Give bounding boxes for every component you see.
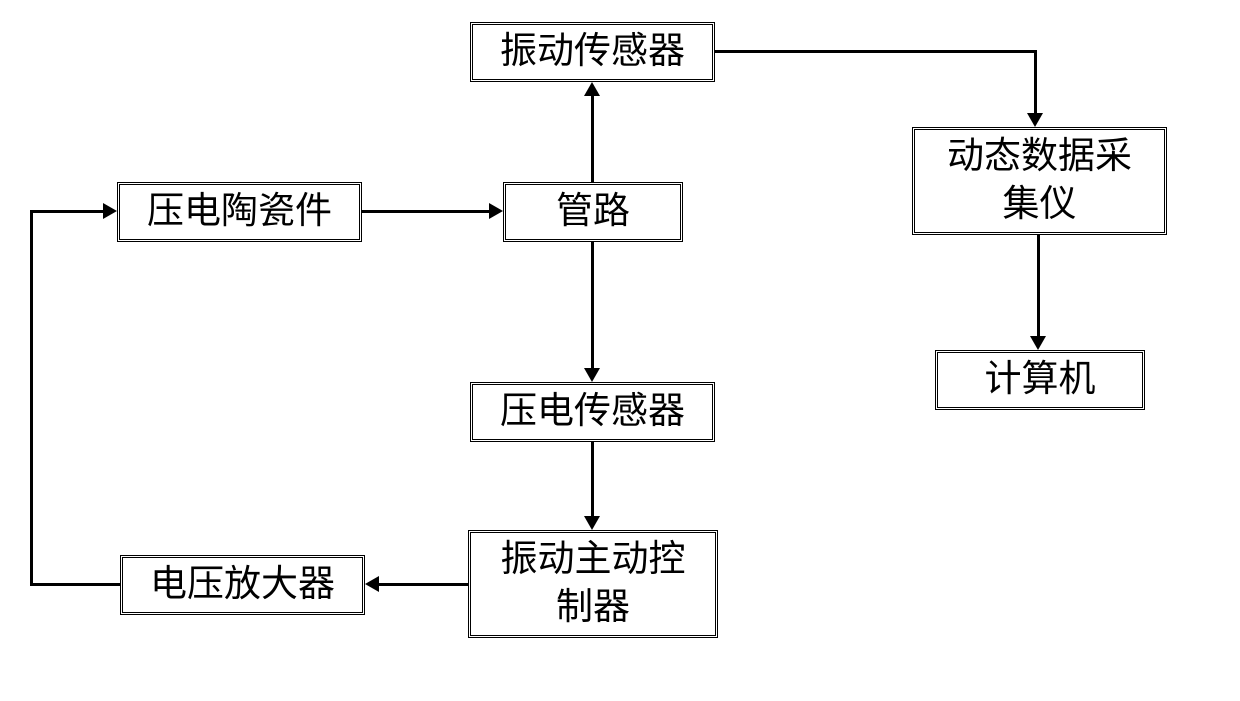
node-label: 压电陶瓷件 [147,188,332,236]
arrow-pipeline-to-piezo-sensor [591,242,594,368]
arrow-controller-to-amplifier [379,583,468,586]
arrow-amplifier-to-ceramic-v [30,210,33,586]
arrow-vibration-sensor-to-daq-h [715,50,1037,53]
arrow-amplifier-to-ceramic-h1 [30,583,120,586]
vibration-controller-node: 振动主动控 制器 [468,530,718,638]
arrow-head-icon [1027,113,1043,127]
arrow-head-icon [1030,336,1046,350]
arrow-head-icon [584,368,600,382]
piezo-sensor-node: 压电传感器 [470,382,715,442]
piezo-ceramic-node: 压电陶瓷件 [117,182,362,242]
arrow-head-icon [584,82,600,96]
arrow-head-icon [365,576,379,592]
node-label: 计算机 [985,356,1096,404]
node-label: 管路 [556,188,630,236]
arrow-vibration-sensor-to-daq-v [1034,50,1037,113]
arrow-piezo-sensor-to-controller [591,442,594,516]
voltage-amplifier-node: 电压放大器 [120,555,365,615]
arrow-ceramic-to-pipeline [362,210,489,213]
arrow-daq-to-computer [1037,235,1040,336]
computer-node: 计算机 [935,350,1145,410]
node-label: 振动传感器 [500,28,685,76]
pipeline-node: 管路 [503,182,683,242]
arrow-pipeline-to-vibration-sensor [591,96,594,182]
vibration-sensor-node: 振动传感器 [470,22,715,82]
arrow-head-icon [584,516,600,530]
node-label: 振动主动控 制器 [501,536,686,632]
node-label: 动态数据采 集仪 [947,133,1132,229]
data-acquisition-node: 动态数据采 集仪 [912,127,1167,235]
arrow-amplifier-to-ceramic-h2 [30,210,103,213]
node-label: 电压放大器 [150,561,335,609]
node-label: 压电传感器 [500,388,685,436]
arrow-head-icon [103,203,117,219]
arrow-head-icon [489,203,503,219]
